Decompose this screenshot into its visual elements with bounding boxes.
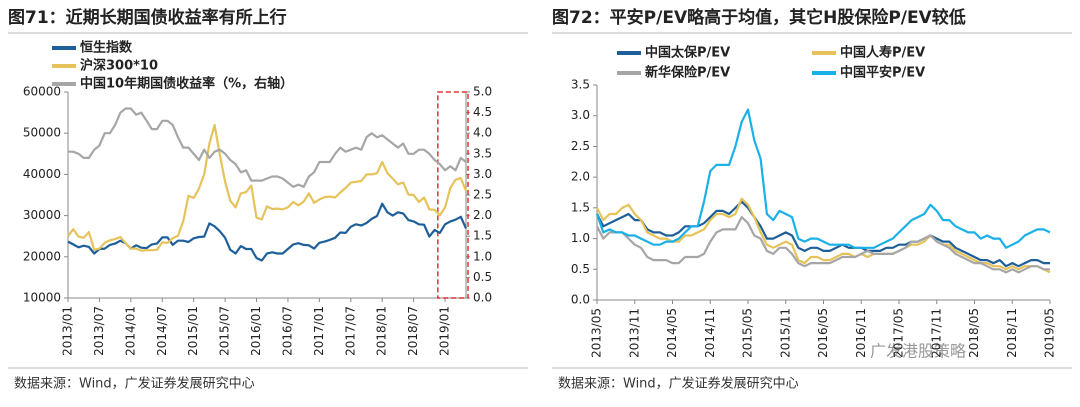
series-line (67, 123, 468, 252)
x-tick-label: 2017/05 (892, 308, 906, 358)
x-tick-label: 2016/05 (816, 308, 830, 358)
source-note: 数据来源：Wind，广发证券发展研究中心 (14, 376, 255, 392)
legend-label: 中国太保P/EV (645, 45, 730, 61)
x-tick-label: 2019/01 (438, 306, 452, 356)
x-tick-label: 2019/05 (1043, 308, 1057, 358)
x-tick-label: 2015/05 (741, 308, 755, 358)
x-tick-label: 2013/05 (590, 308, 604, 358)
y-tick-label: 2.5 (571, 139, 590, 153)
chart-title: 图71：近期长期国债收益率有所上行 (8, 7, 287, 28)
y-tick-label: 40000 (23, 167, 61, 181)
y-tick-label: 20000 (23, 249, 61, 263)
y2-tick-label: 0.5 (473, 270, 492, 284)
y-tick-label: 60000 (23, 85, 61, 99)
y-tick-label: 3.0 (571, 108, 590, 122)
legend-label: 新华保险P/EV (645, 65, 730, 81)
x-tick-label: 2018/05 (967, 308, 981, 358)
legend-label: 中国平安P/EV (840, 65, 925, 81)
x-tick-label: 2016/01 (249, 306, 263, 356)
y2-tick-label: 3.0 (473, 167, 492, 181)
x-tick-label: 2018/11 (1005, 308, 1019, 358)
x-tick-label: 2016/07 (280, 306, 294, 356)
x-tick-label: 2017/11 (929, 308, 943, 358)
x-tick-label: 2013/07 (92, 306, 106, 356)
y-tick-label: 0.5 (571, 262, 590, 276)
x-tick-label: 2014/01 (123, 306, 137, 356)
x-tick-label: 2017/01 (312, 306, 326, 356)
x-tick-label: 2015/11 (778, 308, 792, 358)
legend-label: 中国10年期国债收益率（%，右轴） (80, 76, 293, 92)
x-tick-label: 2013/11 (627, 308, 641, 358)
y-tick-label: 3.5 (571, 78, 590, 92)
watermark: 广发港股策略 (870, 342, 966, 361)
legend-label: 恒生指数 (80, 40, 133, 56)
series-line (595, 108, 1051, 249)
x-tick-label: 2018/07 (406, 306, 420, 356)
y-tick-label: 10000 (23, 291, 61, 305)
y-tick-label: 1.5 (571, 200, 590, 214)
y2-tick-label: 1.0 (473, 249, 492, 263)
series-line (596, 216, 1050, 274)
x-tick-label: 2013/01 (61, 306, 75, 356)
legend-label: 沪深300*10 (80, 58, 158, 74)
x-tick-label: 2014/07 (155, 306, 169, 356)
y2-tick-label: 1.5 (473, 229, 492, 243)
highlight-box (437, 91, 469, 299)
x-tick-label: 2014/11 (703, 308, 717, 358)
x-tick-label: 2018/01 (375, 306, 389, 356)
series-line (68, 107, 467, 188)
x-tick-label: 2015/01 (186, 306, 200, 356)
x-tick-label: 2016/11 (854, 308, 868, 358)
y-tick-label: 50000 (23, 126, 61, 140)
y-tick-label: 30000 (23, 208, 61, 222)
y2-tick-label: 4.5 (473, 105, 492, 119)
x-tick-label: 2014/05 (665, 308, 679, 358)
y2-tick-label: 3.5 (473, 146, 492, 160)
y-tick-label: 0.0 (571, 293, 590, 307)
chart-title: 图72：平安P/EV略高于均值，其它H股保险P/EV较低 (552, 7, 966, 28)
x-tick-label: 2015/07 (218, 306, 232, 356)
y2-tick-label: 2.5 (473, 188, 492, 202)
y2-tick-label: 4.0 (473, 126, 492, 140)
y-tick-label: 1.0 (571, 231, 590, 245)
source-note: 数据来源：Wind，广发证券发展研究中心 (558, 376, 799, 392)
x-tick-label: 2017/07 (343, 306, 357, 356)
series-line (67, 202, 468, 262)
legend-label: 中国人寿P/EV (840, 45, 925, 61)
y-tick-label: 2.0 (571, 170, 590, 184)
y2-tick-label: 2.0 (473, 208, 492, 222)
y2-tick-label: 0.0 (473, 291, 492, 305)
y2-tick-label: 5.0 (473, 85, 492, 99)
series-line (596, 200, 1050, 268)
